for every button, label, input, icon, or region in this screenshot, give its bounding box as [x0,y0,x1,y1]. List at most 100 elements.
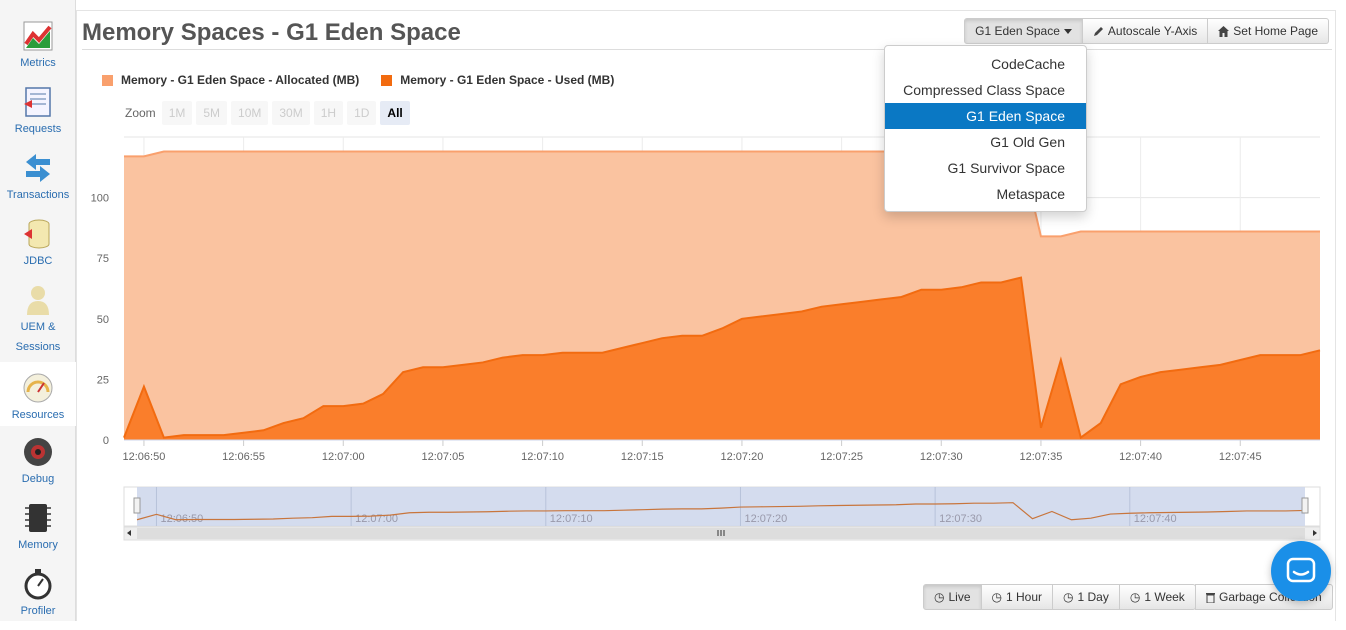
dropdown-option-compressed-class-space[interactable]: Compressed Class Space [903,82,1065,98]
y-tick-label: 100 [91,193,109,205]
sidebar-item-label: UEM & [20,321,56,333]
sidebar-item-label: Requests [14,123,62,135]
legend-item-allocated[interactable]: Memory - G1 Eden Space - Allocated (MB) [102,73,359,87]
x-tick-label: 12:07:20 [721,451,764,463]
navigator-series-line [136,502,1306,521]
x-tick-label: 12:07:35 [1020,451,1063,463]
home-icon [1218,25,1230,37]
sidebar-item-jdbc[interactable]: JDBC [0,218,76,280]
y-tick-label: 50 [97,314,109,326]
autoscale-y-axis-button[interactable]: Autoscale Y-Axis [1082,18,1209,44]
autoscale-y-axis-label: Autoscale Y-Axis [1107,24,1198,38]
zoom-button-30m[interactable]: 30M [272,101,310,125]
zoom-button-10m[interactable]: 10M [231,101,269,125]
x-tick-label: 12:06:50 [123,451,166,463]
x-tick-label: 12:07:40 [1119,451,1162,463]
zoom-button-1d[interactable]: 1D [347,101,377,125]
clock-icon: ◷ [1129,590,1141,604]
set-home-page-button[interactable]: Set Home Page [1208,18,1329,44]
y-tick-label: 75 [97,253,109,265]
clock-icon: ◷ [934,590,945,604]
metrics-chart-icon [23,21,53,51]
x-tick-label: 12:07:00 [322,451,365,463]
sidebar-item-transactions[interactable]: Transactions [0,152,76,214]
x-tick-label: 12:07:10 [521,451,564,463]
range-label-live: Live [948,590,971,604]
clock-icon: ◷ [991,590,1002,604]
navigator-handle [133,497,141,514]
transactions-arrows-icon [26,154,50,182]
chat-launcher-button[interactable] [1271,541,1331,601]
memory-space-dropdown-label: G1 Eden Space [975,24,1060,38]
memory-space-dropdown-menu: CodeCache Compressed Class Space G1 Eden… [884,45,1087,212]
memory-chart: 0 25 50 75 100 12:06:50 12:06:55 12:07:00 12:07:… [91,136,1321,541]
dropdown-option-g1-old-gen[interactable]: G1 Old Gen [990,134,1065,150]
sidebar-item-label-2: Sessions [15,341,61,353]
navigator-handle [1301,497,1309,514]
sidebar-item-label: Metrics [20,57,56,69]
zoom-button-1h[interactable]: 1H [313,101,344,125]
dropdown-option-metaspace[interactable]: Metaspace [996,186,1065,202]
legend-label-used: Memory - G1 Eden Space - Used (MB) [400,73,615,87]
caret-down-icon [1063,28,1072,34]
range-label-1-hour: 1 Hour [1005,590,1043,604]
sidebar-item-label: Transactions [6,189,70,201]
sidebar-item-memory[interactable]: Memory [0,502,76,564]
title-divider [82,49,1332,50]
range-button-1-hour[interactable]: ◷ 1 Hour [981,584,1054,610]
navigator-tick-label: 12:07:10 [550,513,593,525]
range-label-1-day: 1 Day [1077,590,1109,604]
zoom-button-5m[interactable]: 5M [196,101,228,125]
stopwatch-icon [24,569,52,600]
sidebar-item-debug[interactable]: Debug [0,436,76,498]
header-toolbar: G1 Eden Space Autoscale Y-Axis Set Home … [964,18,1329,44]
navigator-tick-label: 12:06:50 [160,513,203,525]
y-tick-label: 0 [103,435,109,447]
memory-space-dropdown-button[interactable]: G1 Eden Space [964,18,1083,44]
x-tick-label: 12:07:30 [920,451,963,463]
sidebar-item-label: Debug [21,473,55,485]
scroll-left-arrow-icon [127,530,131,536]
dropdown-option-codecache[interactable]: CodeCache [991,56,1065,72]
pencil-icon [1093,26,1103,36]
page-title: Memory Spaces - G1 Eden Space [82,19,461,46]
y-tick-label: 25 [97,374,109,386]
sidebar: Metrics Requests Transactions JDBC UEM &… [0,0,76,621]
sidebar-item-requests[interactable]: Requests [0,86,76,148]
x-tick-label: 12:07:45 [1219,451,1262,463]
dropdown-option-g1-eden-space[interactable]: G1 Eden Space [885,103,1086,129]
requests-icon [24,87,51,117]
zoom-selector: Zoom 1M 5M 10M 30M 1H 1D All [125,101,410,125]
trash-icon [1206,592,1215,603]
user-icon [27,286,49,315]
range-button-live[interactable]: ◷ Live [923,584,982,610]
debug-icon [24,438,52,466]
range-label-1-week: 1 Week [1144,590,1185,604]
zoom-button-all[interactable]: All [380,101,410,125]
sidebar-item-label: JDBC [23,255,53,267]
x-tick-label: 12:07:25 [820,451,863,463]
clock-icon: ◷ [1063,590,1074,604]
zoom-label: Zoom [125,106,156,120]
scroll-right-arrow-icon [1313,530,1317,536]
series-used-area [124,277,1320,440]
scrollbar-grip-icon [717,530,725,536]
sidebar-item-resources[interactable]: Resources [0,362,76,426]
time-range-selector: ◷ Live ◷ 1 Hour ◷ 1 Day ◷ 1 Week [923,584,1196,610]
dropdown-option-g1-survivor-space[interactable]: G1 Survivor Space [947,160,1066,176]
legend-item-used[interactable]: Memory - G1 Eden Space - Used (MB) [381,73,614,87]
sidebar-item-profiler[interactable]: Profiler [0,568,76,630]
legend-swatch-used [381,74,393,86]
legend-label-allocated: Memory - G1 Eden Space - Allocated (MB) [121,73,360,87]
legend-swatch-allocated [102,74,113,86]
range-button-1-week[interactable]: ◷ 1 Week [1119,584,1196,610]
navigator-selection [137,487,1305,526]
sidebar-item-label: Resources [11,409,65,421]
zoom-button-1m[interactable]: 1M [161,101,193,125]
range-button-1-day[interactable]: ◷ 1 Day [1053,584,1120,610]
sidebar-item-label: Profiler [20,605,56,617]
database-icon [24,219,50,249]
sidebar-item-uem-sessions[interactable]: UEM & Sessions [0,284,76,360]
memory-chip-icon [25,504,51,532]
sidebar-item-metrics[interactable]: Metrics [0,20,76,82]
